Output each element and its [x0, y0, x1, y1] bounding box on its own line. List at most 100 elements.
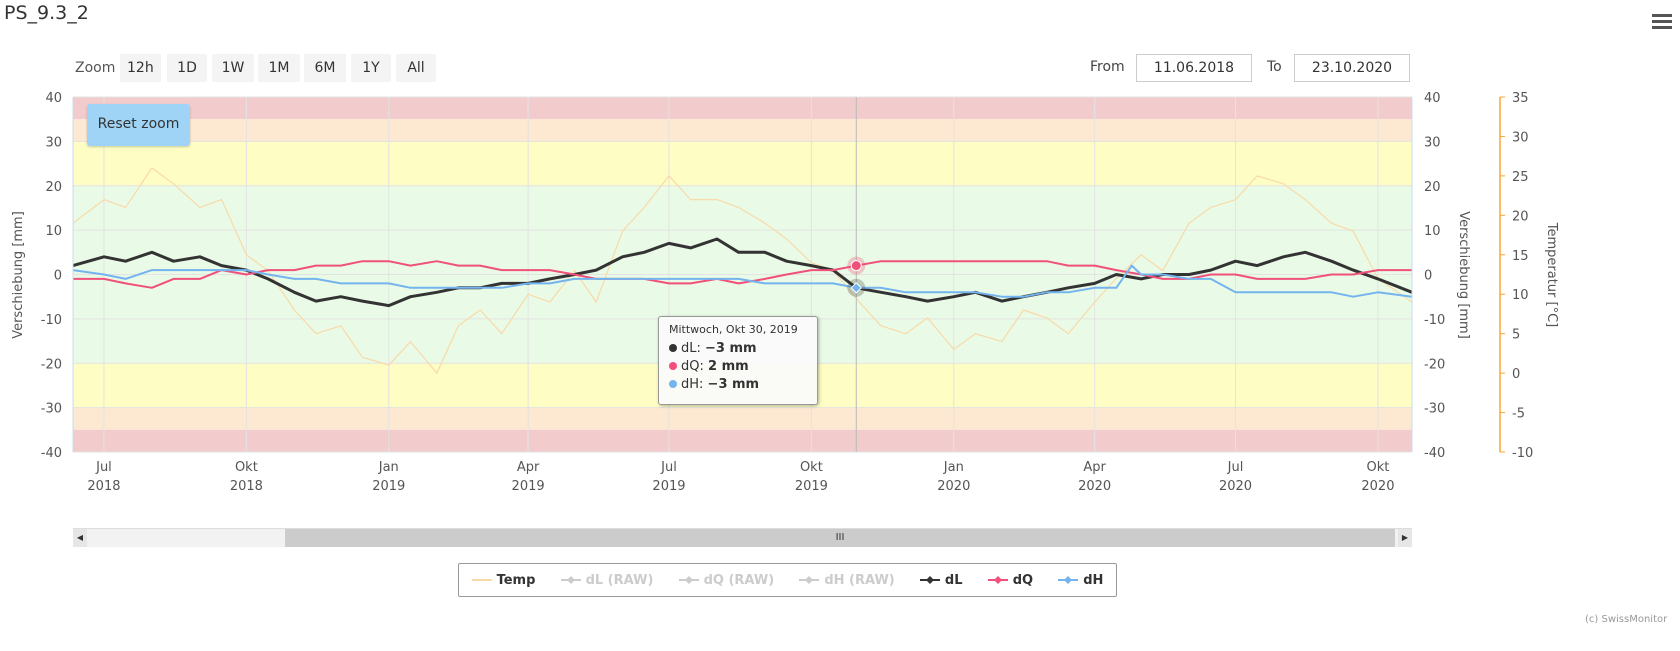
y-left-tick-label: 10 — [45, 224, 62, 239]
x-tick-label: Apr — [517, 460, 540, 475]
x-tick-label: 2019 — [652, 479, 685, 494]
y-right-tick-label: -30 — [1424, 402, 1445, 417]
x-tick-label: Jan — [943, 460, 964, 475]
x-tick-label: 2018 — [230, 479, 263, 494]
zoom-all-button[interactable]: All — [396, 54, 436, 82]
legend-label: dQ (RAW) — [703, 572, 775, 588]
legend-label: dL — [944, 572, 963, 588]
series-dl — [72, 237, 1413, 308]
scrollbar-thumb[interactable]: III — [285, 529, 1395, 547]
tooltip-series-name: dQ — [681, 359, 700, 374]
navigator-scrollbar[interactable]: ◀ III ▶ — [73, 528, 1412, 547]
tooltip-series-name: dH — [681, 377, 700, 392]
series-temp — [72, 167, 1413, 374]
legend-label: dH — [1083, 572, 1104, 588]
hover-marker-dh — [850, 282, 862, 294]
legend-symbol-icon — [678, 576, 699, 584]
y-right-tick-label: 40 — [1424, 91, 1441, 106]
legend-item-dl[interactable]: dL — [919, 572, 963, 588]
zoom-1w-button[interactable]: 1W — [212, 54, 254, 82]
y-left-tick-label: -40 — [41, 446, 62, 461]
x-tick-label: Jul — [660, 460, 677, 475]
dh-dot-icon — [669, 380, 677, 388]
y-left-tick-label: -30 — [41, 402, 62, 417]
dq-dot-icon — [669, 362, 677, 370]
tooltip-value: −3 mm — [707, 377, 760, 392]
y-temp-tick-label: 5 — [1512, 328, 1520, 343]
legend-item-temp[interactable]: Temp — [471, 573, 535, 588]
y-temp-tick-label: -10 — [1512, 446, 1533, 461]
legend-label: dL (RAW) — [585, 572, 654, 588]
scroll-right-arrow-icon[interactable]: ▶ — [1398, 529, 1412, 547]
legend-label: dH (RAW) — [824, 572, 895, 588]
x-tick-label: 2020 — [937, 479, 970, 494]
zoom-1m-button[interactable]: 1M — [258, 54, 300, 82]
y-temp-tick-label: 15 — [1512, 249, 1529, 264]
legend-symbol-icon — [799, 576, 820, 584]
from-date-input[interactable]: 11.06.2018 — [1136, 54, 1252, 82]
tooltip-series-name: dL — [681, 341, 697, 356]
tooltip-header: Mittwoch, Okt 30, 2019 — [669, 323, 798, 336]
zoom-1y-button[interactable]: 1Y — [351, 54, 391, 82]
x-tick-label: 2019 — [795, 479, 828, 494]
reset-zoom-button[interactable]: Reset zoom — [87, 104, 190, 146]
y-temp-tick-label: 25 — [1512, 170, 1529, 185]
x-tick-label: 2019 — [372, 479, 405, 494]
to-date-input[interactable]: 23.10.2020 — [1294, 54, 1410, 82]
hamburger-menu-icon[interactable] — [1652, 14, 1672, 32]
y-right-tick-label: 30 — [1424, 135, 1441, 150]
y-right-tick-label: -20 — [1424, 357, 1445, 372]
zoom-12h-button[interactable]: 12h — [120, 54, 161, 82]
zoom-1d-button[interactable]: 1D — [167, 54, 207, 82]
hover-marker-dq — [850, 260, 862, 272]
credit: (c) SwissMonitor — [1585, 614, 1668, 625]
y-right-tick-label: 10 — [1424, 224, 1441, 239]
series-dq — [73, 260, 1412, 289]
y-temp-tick-label: 20 — [1512, 209, 1529, 224]
legend-label: dQ — [1012, 572, 1034, 588]
plot-band — [73, 429, 1412, 452]
legend-symbol-icon — [471, 579, 492, 581]
legend-symbol-icon — [560, 576, 581, 584]
y-left-tick-label: -20 — [41, 357, 62, 372]
series-dh — [72, 264, 1413, 298]
plot-band — [73, 407, 1412, 430]
zoom-6m-button[interactable]: 6M — [304, 54, 346, 82]
x-tick-label: Okt — [1367, 460, 1390, 475]
y-right-tick-label: 0 — [1424, 269, 1432, 284]
y-right-tick-label: -10 — [1424, 313, 1445, 328]
scroll-left-arrow-icon[interactable]: ◀ — [73, 529, 87, 547]
page-title: PS_9.3_2 — [4, 2, 89, 24]
legend-item-dh[interactable]: dH — [1058, 573, 1103, 588]
y-left-tick-label: 40 — [45, 91, 62, 106]
tooltip-value: −3 mm — [705, 341, 757, 356]
legend-item-dq[interactable]: dQ — [987, 572, 1034, 588]
zoom-label: Zoom — [75, 60, 116, 76]
legend-symbol-icon — [1058, 576, 1079, 584]
x-tick-label: 2019 — [512, 479, 545, 494]
legend: Temp dL (RAW) dQ (RAW) dH (RAW) dL dQ dH — [458, 563, 1117, 597]
y-temp-axis-title: Temperatur [°C] — [1544, 222, 1559, 328]
y-temp-tick-label: -5 — [1512, 407, 1525, 422]
legend-symbol-icon — [987, 576, 1008, 584]
y-temp-tick-label: 10 — [1512, 288, 1529, 303]
dl-dot-icon — [669, 344, 677, 352]
from-label: From — [1090, 59, 1125, 75]
plot-band — [73, 141, 1412, 186]
to-label: To — [1267, 59, 1282, 75]
tooltip-row-dh: dH: −3 mm — [669, 376, 807, 394]
x-tick-label: 2018 — [87, 479, 120, 494]
plot-band — [73, 119, 1412, 142]
y-right-tick-label: -40 — [1424, 446, 1445, 461]
y-left-tick-label: 0 — [54, 269, 62, 284]
plot-band — [73, 97, 1412, 120]
y-left-axis-title: Verschiebung [mm] — [11, 211, 26, 339]
legend-item-dl-raw[interactable]: dL (RAW) — [560, 572, 654, 588]
legend-symbol-icon — [919, 576, 940, 584]
legend-item-dh-raw[interactable]: dH (RAW) — [799, 572, 895, 588]
x-tick-label: 2020 — [1078, 479, 1111, 494]
legend-item-dq-raw[interactable]: dQ (RAW) — [678, 572, 775, 588]
tooltip-value: 2 mm — [708, 359, 749, 374]
y-temp-tick-label: 30 — [1512, 130, 1529, 145]
